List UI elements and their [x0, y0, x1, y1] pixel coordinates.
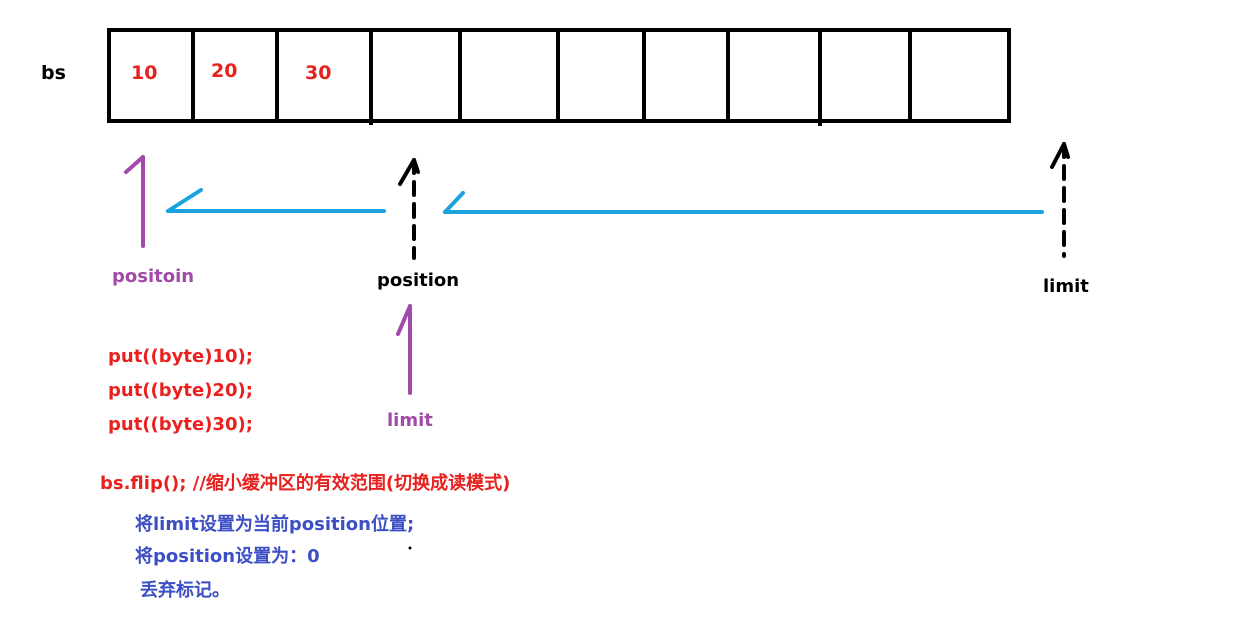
limit-label-new: limit [387, 410, 433, 431]
move-position-arrow [166, 188, 386, 213]
code-put-line: put((byte)10); [108, 346, 253, 367]
position-pointer-old [398, 158, 420, 260]
move-limit-arrow [443, 191, 1044, 214]
explanation-line: 丢弃标记。 [140, 580, 230, 601]
explanation-line: 将position设置为：0 [135, 546, 320, 567]
limit-pointer-new [396, 304, 412, 395]
position-label-old: position [377, 270, 460, 291]
code-put-line: put((byte)30); [108, 414, 253, 435]
limit-pointer-old [1050, 142, 1070, 258]
explanation-line: 将limit设置为当前position位置; [135, 514, 415, 535]
buffer-cell-value: 30 [305, 62, 332, 84]
limit-label-old: limit [1043, 276, 1089, 297]
buffer-name-label: bs [41, 62, 66, 84]
code-put-line: put((byte)20); [108, 380, 253, 401]
position-label-new: positoin [112, 266, 195, 287]
buffer-cell-dividers [191, 28, 912, 126]
buffer-cell-value: 10 [131, 62, 158, 84]
stray-dot [408, 546, 412, 550]
position-pointer-new [124, 155, 145, 248]
buffer-cell-value: 20 [211, 60, 238, 82]
code-flip-line: bs.flip(); //缩小缓冲区的有效范围(切换成读模式) [100, 473, 511, 494]
